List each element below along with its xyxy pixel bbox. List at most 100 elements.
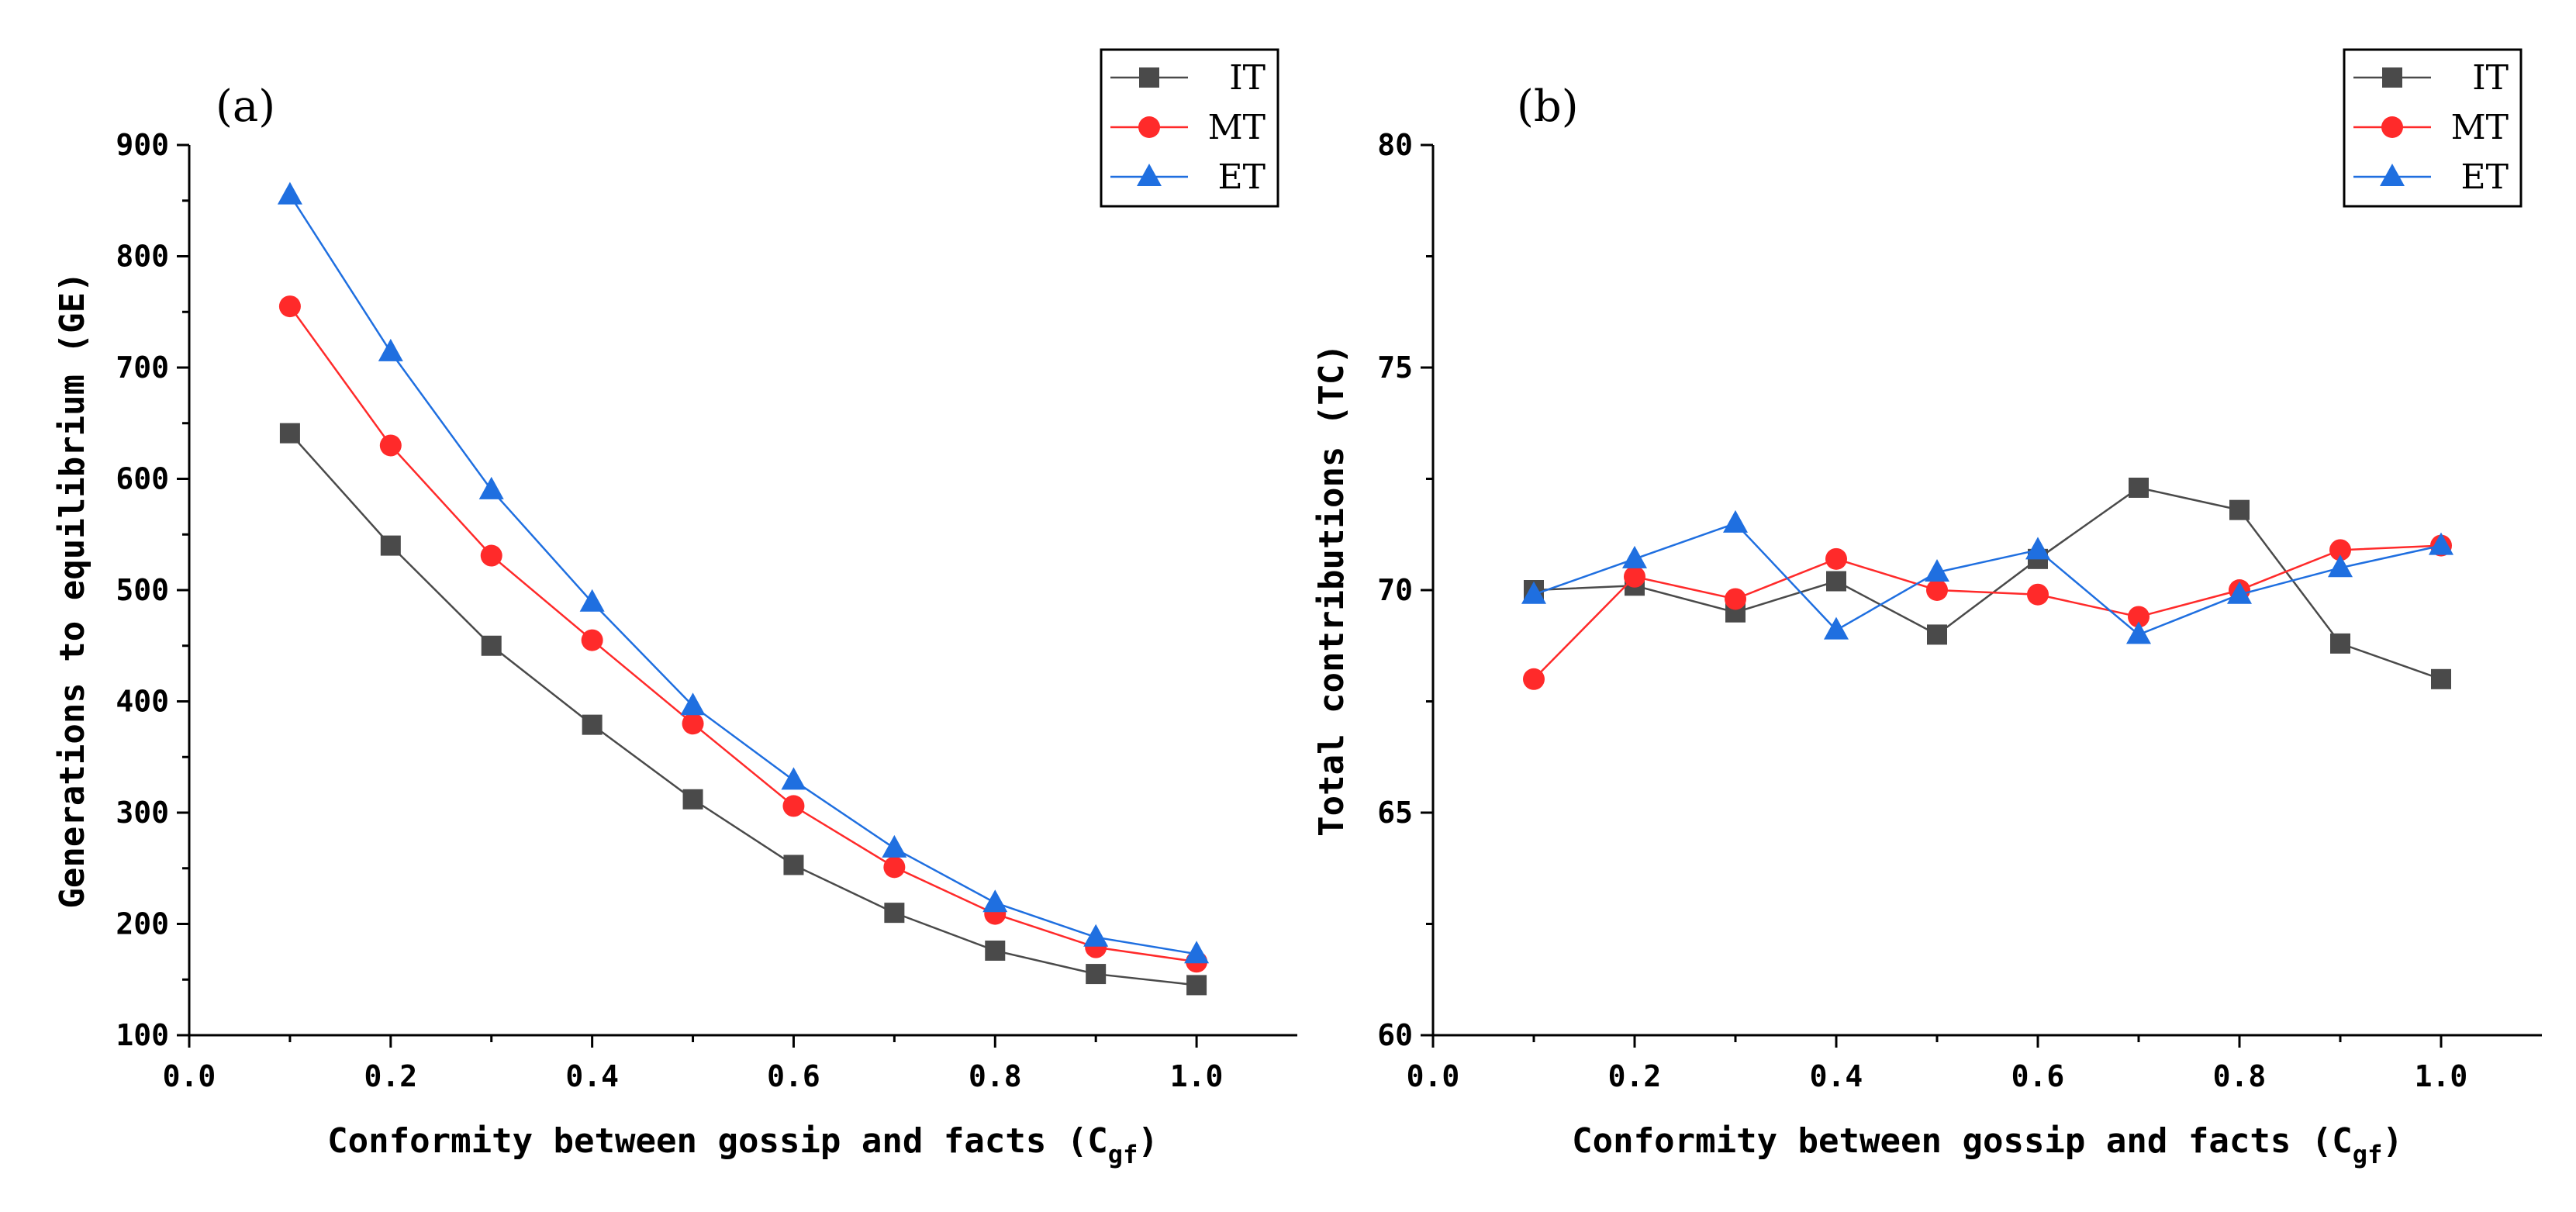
panel-b-legend-label-it: IT [2472,58,2509,98]
panel-b-data-point-et [2126,621,2151,644]
panel-a-y-axis-title: Generations to equilibrium (GE) [53,271,92,908]
panel-b-y-tick-label: 80 [1377,128,1413,162]
panel-b-x-axis-title: Conformity between gossip and facts (Cgf… [1572,1121,2403,1169]
panel-b-legend-marker-mt [2381,116,2403,138]
panel-b-data-point-mt [1725,588,1746,610]
panel-a-x-axis-title-sub: gf [1108,1140,1138,1169]
panel-b-x-axis-title-main: Conformity between gossip and facts (C [1572,1121,2353,1161]
panel-b-data-point-et [1723,509,1748,533]
panel-b-data-point-mt [2329,539,2351,561]
panel-a-data-point-it [279,423,300,444]
panel-a-data-point-mt [883,856,906,879]
panel-a-label: (a) [216,81,275,132]
panel-a-data-point-et [680,692,706,716]
panel-b-data-point-mt [2027,583,2049,606]
panel-a-series-it [279,423,1207,996]
panel-a-y-tick-label: 500 [116,573,169,607]
panel-b-data-point-mt [1926,579,1948,601]
panel-a-x-tick-label: 0.6 [767,1059,820,1093]
panel-b-series-et [1521,509,2453,644]
panel-a-data-point-et [781,767,806,790]
panel-b-data-point-mt [2128,606,2150,628]
panel-b-series-line-et [1533,522,2442,636]
panel-a-data-point-it [1086,964,1107,985]
panel-a-y-tick-label: 200 [116,907,169,941]
panel-b-y-tick-label: 75 [1377,350,1413,385]
panel-b-x-tick-label: 1.0 [2415,1059,2468,1093]
panel-a-data-point-it [481,635,502,656]
panel-a-x-tick-label: 0.8 [969,1059,1022,1093]
panel-a-series-mt [278,295,1208,973]
panel-b-data-point-et [1925,559,1949,582]
panel-a-data-point-mt [480,544,502,567]
panel-b-x-tick-label: 0.6 [2011,1059,2065,1093]
panel-a-data-point-mt [682,713,704,735]
panel-a-series-line-mt [288,306,1197,963]
panel-a-data-point-et [478,476,504,499]
panel-b-y-tick-label: 65 [1377,796,1413,830]
panel-a-data-point-it [783,855,804,875]
panel-a-x-tick-label: 0.0 [163,1059,216,1093]
panel-a-legend-marker-mt [1138,116,1160,138]
panel-b-y-tick-label: 70 [1377,573,1413,607]
panel-b-y-axis-title: Total contributions (TC) [1312,344,1352,837]
panel-a-data-point-mt [782,795,805,817]
panel-b-data-point-et [2429,532,2453,555]
panel-a-y-tick-label: 900 [116,128,169,162]
panel-b-data-point-it [2129,477,2149,498]
panel-b-data-point-et [1521,581,1546,604]
panel-a-x-tick-label: 1.0 [1170,1059,1224,1093]
panel-a-data-point-it [380,535,401,556]
panel-a-data-point-et [579,589,605,612]
panel-a-y-tick-label: 100 [116,1018,169,1052]
panel-a-data-point-mt [379,434,402,457]
panel-a-data-point-it [1186,975,1207,996]
panel-a-data-point-et [1083,924,1109,947]
panel-a-data-point-et [277,181,302,205]
panel-b-data-point-et [1824,616,1849,640]
panel-a-y-tick-label: 600 [116,462,169,496]
panel-a-legend-label-mt: MT [1208,108,1266,147]
panel-b-data-point-et [2025,537,2050,560]
panel-b-data-point-it [1826,571,1846,592]
panel-a-data-point-it [682,789,703,810]
panel-b-y-tick-label: 60 [1377,1018,1413,1052]
panel-b-data-point-it [2330,633,2350,654]
panel-b-data-point-mt [1523,668,1545,690]
panel-b-data-point-et [2227,581,2252,604]
panel-b-data-point-it [1927,624,1947,645]
panel-a-y-tick-label: 800 [116,240,169,274]
panel-b-series-line-it [1533,486,2442,680]
panel-a-y-tick-label: 300 [116,796,169,830]
panel-b-label: (b) [1517,81,1579,132]
panel-b-legend: IT MT ET [2343,48,2522,208]
panel-b-data-point-mt [1624,565,1645,588]
panel-b-x-axis-title-sub: gf [2353,1140,2383,1169]
panel-a-data-point-et [882,834,907,858]
panel-b-data-point-et [1622,545,1647,568]
panel-b-x-tick-label: 0.2 [1608,1059,1662,1093]
panel-b-data-point-it [2229,499,2250,520]
panel-b-legend-marker-it [2382,67,2402,88]
panel-b-data-point-et [2328,554,2353,578]
panel-a-data-point-et [982,889,1008,913]
panel-a-legend-marker-it [1139,67,1159,88]
panel-a-data-point-it [985,940,1006,961]
panel-b-series-line-mt [1533,544,2442,680]
panel-a-legend-label-it: IT [1229,58,1266,98]
panel-b-legend-label-mt: MT [2451,108,2509,147]
panel-b-x-axis-title-end: ) [2382,1121,2403,1161]
panel-b-series-mt [1523,534,2452,690]
panel-a-data-point-et [378,338,403,361]
panel-a-data-point-it [582,714,603,735]
panel-a-data-point-et [1184,941,1210,964]
panel-a-x-tick-label: 0.2 [364,1059,417,1093]
panel-a-x-axis-title-main: Conformity between gossip and facts (C [327,1121,1108,1161]
panel-b-data-point-mt [1825,547,1847,570]
panel-a-series-line-it [288,432,1197,986]
panel-b-x-tick-label: 0.4 [1810,1059,1863,1093]
panel-a-x-axis-title-end: ) [1138,1121,1159,1161]
panel-a-x-axis-title: Conformity between gossip and facts (Cgf… [327,1121,1159,1169]
panel-b-chart: 0.0 0.2 0.4 0.6 0.8 1.0 60 65 70 75 80 Conformity b… [1312,48,2542,1169]
